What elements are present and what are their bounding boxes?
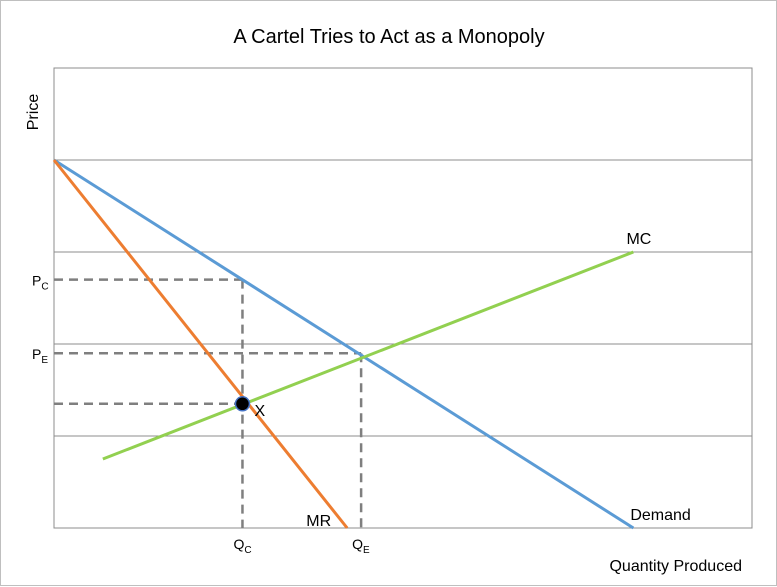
curve-label-mr: MR: [306, 513, 331, 530]
y-axis-label: Price: [25, 94, 42, 131]
curve-label-demand: Demand: [630, 507, 690, 524]
curve-label-mc: MC: [626, 231, 651, 248]
y-tick-label: PC: [32, 273, 49, 293]
curve-mc: [102, 250, 634, 461]
plot-area: Demand MR MC X PC PE QC QE: [32, 67, 753, 556]
curve-demand: [53, 158, 635, 530]
x-tick-label: QE: [352, 536, 370, 556]
x-axis-label: Quantity Produced: [609, 558, 742, 575]
y-tick-label: PE: [32, 346, 48, 366]
point-x-marker: [234, 396, 251, 412]
point-x-label: X: [254, 403, 265, 420]
curve-mr: [52, 159, 349, 529]
chart-title: A Cartel Tries to Act as a Monopoly: [233, 26, 544, 48]
x-tick-label: QC: [233, 536, 251, 556]
plot-border: [53, 67, 753, 529]
